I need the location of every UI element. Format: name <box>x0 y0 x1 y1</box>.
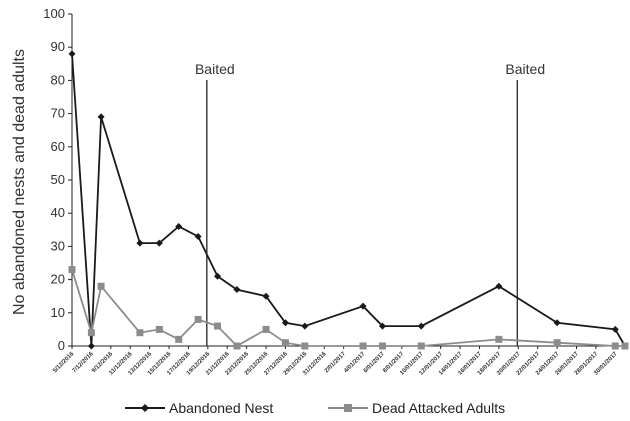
data-point <box>233 286 241 294</box>
data-point <box>87 342 95 350</box>
y-tick-label: 70 <box>51 106 65 121</box>
legend-item: Abandoned Nest <box>125 400 273 416</box>
data-point <box>97 113 105 121</box>
data-point <box>97 282 105 290</box>
data-point <box>87 329 95 337</box>
data-point <box>194 232 202 240</box>
y-tick-label: 100 <box>43 6 65 21</box>
data-point <box>417 322 425 330</box>
y-tick-label: 60 <box>51 139 65 154</box>
data-point <box>611 325 619 333</box>
series-line <box>71 269 625 348</box>
y-tick-label: 10 <box>51 305 65 320</box>
y-tick-label: 20 <box>51 272 65 287</box>
legend-marker <box>141 404 149 412</box>
data-point <box>301 342 309 350</box>
data-point <box>262 292 270 300</box>
data-point <box>136 239 144 247</box>
series-line <box>71 53 626 347</box>
data-point <box>553 319 561 327</box>
series-dead-attacked-adults <box>68 266 629 350</box>
y-tick-label: 50 <box>51 172 65 187</box>
series-abandoned-nest <box>68 50 629 350</box>
data-point <box>359 302 367 310</box>
data-point <box>155 239 163 247</box>
data-point <box>233 342 241 350</box>
data-point <box>136 329 144 337</box>
data-point <box>621 342 629 350</box>
y-axis-label: No abandoned nests and dead adults <box>11 49 28 315</box>
legend-label: Abandoned Nest <box>169 400 273 416</box>
data-point <box>301 322 309 330</box>
data-point <box>281 339 289 347</box>
data-point <box>495 335 503 343</box>
data-point <box>68 50 76 58</box>
data-point <box>214 322 222 330</box>
y-tick-label: 80 <box>51 72 65 87</box>
x-axis: 5/12/20167/12/20169/12/201611/12/201613/… <box>52 345 625 377</box>
data-point <box>611 342 619 350</box>
baited-annotation: Baited <box>505 61 545 77</box>
y-tick-label: 90 <box>51 39 65 54</box>
data-point <box>378 322 386 330</box>
data-point <box>194 315 202 323</box>
y-axis: 0 10 20 30 40 50 60 70 80 90 100 <box>43 6 73 353</box>
data-point <box>175 222 183 230</box>
data-point <box>155 325 163 333</box>
data-point <box>281 319 289 327</box>
y-tick-label: 0 <box>58 338 65 353</box>
series <box>68 50 629 350</box>
legend-marker <box>344 404 352 412</box>
data-point <box>68 266 76 274</box>
baited-annotation: Baited <box>195 61 235 77</box>
y-tick-label: 40 <box>51 205 65 220</box>
legend-label: Dead Attacked Adults <box>372 400 505 416</box>
data-point <box>378 342 386 350</box>
legend-item: Dead Attacked Adults <box>328 400 505 416</box>
data-point <box>175 335 183 343</box>
data-point <box>495 282 503 290</box>
legend: Abandoned Nest Dead Attacked Adults <box>125 400 505 416</box>
data-point <box>553 339 561 347</box>
data-point <box>262 325 270 333</box>
data-point <box>417 342 425 350</box>
data-point <box>214 272 222 280</box>
y-tick-label: 30 <box>51 238 65 253</box>
annotations: Baited Baited <box>195 61 545 346</box>
data-point <box>359 342 367 350</box>
